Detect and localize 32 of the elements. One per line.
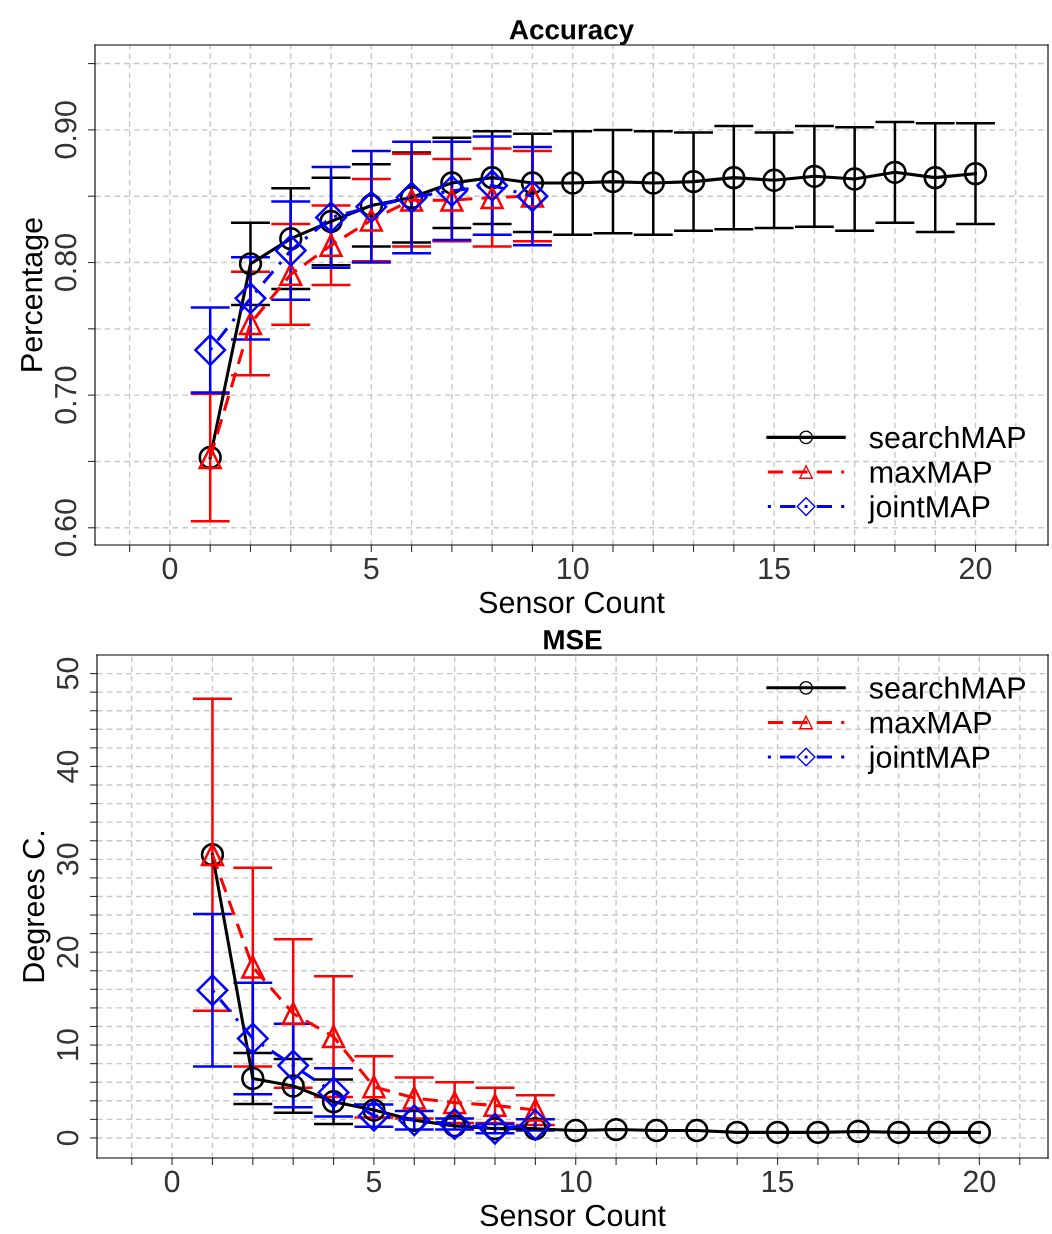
legend-label: jointMAP xyxy=(867,495,990,524)
y-tick-label: 0.60 xyxy=(54,499,77,557)
legend-label: searchMAP xyxy=(869,425,1025,449)
x-tick-label: 0 xyxy=(164,1170,180,1193)
y-tick-label: 0.80 xyxy=(54,233,77,292)
x-tick-label: 15 xyxy=(759,557,790,580)
x-tick-label: 5 xyxy=(364,557,379,580)
y-tick-label: 0.90 xyxy=(54,101,77,159)
x-tick-label: 20 xyxy=(963,1170,996,1193)
y-tick-label: 0.70 xyxy=(54,366,77,424)
y-tick-label: 50 xyxy=(56,657,79,690)
x-tick-label: 5 xyxy=(366,1170,382,1193)
x-tick-label: 15 xyxy=(762,1170,794,1193)
legend-label: maxMAP xyxy=(870,712,992,734)
y-tick-label: 20 xyxy=(56,936,79,968)
y-axis-title: Percentage xyxy=(21,218,49,371)
legend-label: maxMAP xyxy=(870,461,992,483)
y-tick-label: 40 xyxy=(56,750,79,783)
y-tick-label: 0 xyxy=(56,1130,79,1146)
x-tick-label: 10 xyxy=(558,557,589,580)
x-axis-title: Sensor Count xyxy=(479,591,665,614)
legend-label: searchMAP xyxy=(869,676,1025,699)
y-tick-label: 10 xyxy=(56,1029,79,1060)
legend-label: jointMAP xyxy=(867,745,990,775)
x-tick-label: 20 xyxy=(960,557,992,580)
x-tick-label: 0 xyxy=(162,557,178,580)
y-tick-label: 30 xyxy=(56,843,79,876)
chart-title: Accuracy xyxy=(509,20,634,45)
x-axis-title: Sensor Count xyxy=(480,1204,666,1227)
chart-title: MSE xyxy=(544,629,602,650)
y-axis-title: Degrees C. xyxy=(22,832,51,982)
x-tick-label: 10 xyxy=(561,1170,592,1193)
